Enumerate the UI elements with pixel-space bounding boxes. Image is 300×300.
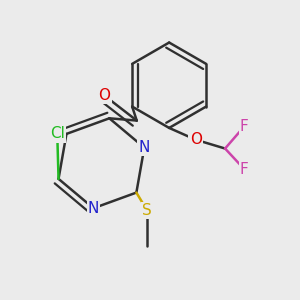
- Text: F: F: [240, 162, 249, 177]
- Text: O: O: [190, 132, 202, 147]
- Text: N: N: [139, 140, 150, 155]
- Text: S: S: [142, 203, 152, 218]
- Text: O: O: [98, 88, 110, 103]
- Text: N: N: [88, 201, 99, 216]
- Text: F: F: [240, 119, 249, 134]
- Text: Cl: Cl: [50, 126, 65, 141]
